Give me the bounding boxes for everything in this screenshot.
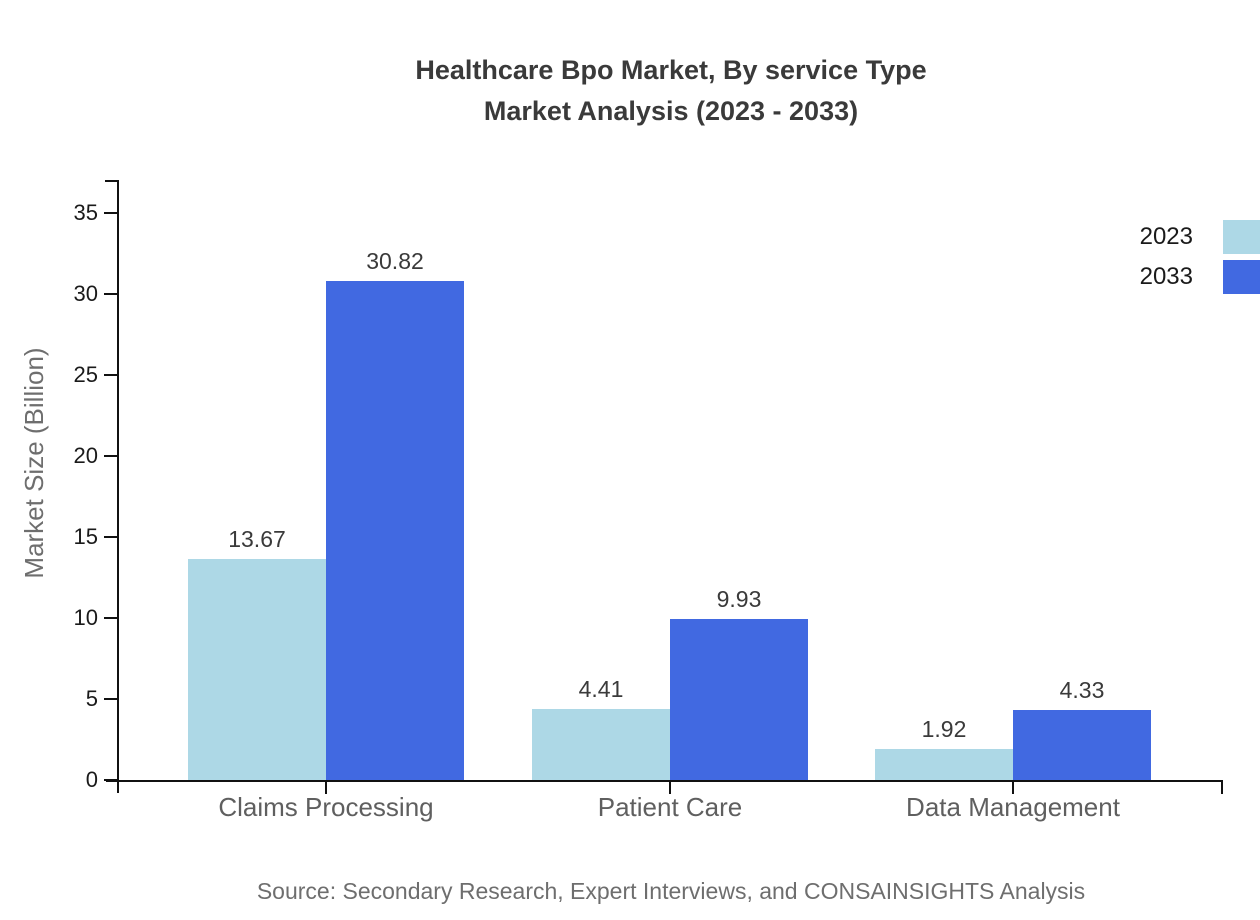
y-tick-35 — [104, 212, 118, 214]
legend-label-2023: 2023 — [1139, 223, 1193, 250]
category-tick-claims-processing — [325, 781, 327, 794]
y-axis-top-cap — [105, 180, 119, 182]
y-tick-25 — [104, 374, 118, 376]
value-label-2033-patient-care: 9.93 — [716, 586, 762, 613]
legend-label-2033: 2033 — [1139, 263, 1193, 290]
y-tick-label-30: 30 — [73, 281, 98, 306]
bar-2033-claims-processing — [326, 280, 464, 780]
value-label-2023-claims-processing: 13.67 — [228, 525, 286, 552]
category-tick-patient-care — [669, 781, 671, 794]
y-tick-label-0: 0 — [85, 767, 98, 792]
y-tick-10 — [104, 617, 118, 619]
bar-2023-patient-care — [532, 708, 670, 780]
value-label-2023-data-management: 1.92 — [921, 715, 967, 742]
source-note: Source: Secondary Research, Expert Inter… — [256, 878, 1086, 904]
bar-2033-data-management — [1013, 709, 1151, 780]
legend-item-2023: 2023 — [1140, 220, 1260, 254]
x-axis-line — [106, 780, 1223, 782]
y-tick-label-35: 35 — [73, 200, 98, 225]
value-label-2033-data-management: 4.33 — [1059, 676, 1105, 703]
legend-swatch-2023 — [1223, 220, 1260, 254]
y-tick-label-10: 10 — [73, 605, 98, 630]
category-label-patient-care: Patient Care — [597, 792, 743, 822]
bar-2033-patient-care — [670, 619, 808, 780]
legend: 2023 2033 — [1140, 220, 1260, 300]
bar-2023-claims-processing — [188, 558, 326, 780]
y-axis-line — [117, 180, 119, 793]
category-label-data-management: Data Management — [906, 792, 1120, 822]
y-tick-20 — [104, 455, 118, 457]
value-label-2023-patient-care: 4.41 — [578, 675, 624, 702]
legend-swatch-2033 — [1223, 260, 1260, 294]
category-label-claims-processing: Claims Processing — [218, 792, 434, 822]
chart-title-line1: Healthcare Bpo Market, By service Type — [415, 55, 927, 85]
chart-title-line2: Market Analysis (2023 - 2033) — [483, 96, 859, 126]
y-tick-label-20: 20 — [73, 443, 98, 468]
legend-item-2033: 2033 — [1140, 260, 1260, 294]
category-tick-data-management — [1012, 781, 1014, 794]
y-tick-15 — [104, 536, 118, 538]
x-axis-end-cap — [1221, 780, 1223, 794]
y-tick-label-25: 25 — [73, 362, 98, 387]
chart-title: Healthcare Bpo Market, By service Type M… — [119, 50, 1223, 132]
value-label-2033-claims-processing: 30.82 — [366, 247, 424, 274]
y-tick-5 — [104, 698, 118, 700]
y-tick-label-5: 5 — [85, 686, 98, 711]
y-tick-0 — [104, 779, 118, 781]
bar-2023-data-management — [875, 748, 1013, 780]
y-tick-label-15: 15 — [73, 524, 98, 549]
y-tick-30 — [104, 293, 118, 295]
